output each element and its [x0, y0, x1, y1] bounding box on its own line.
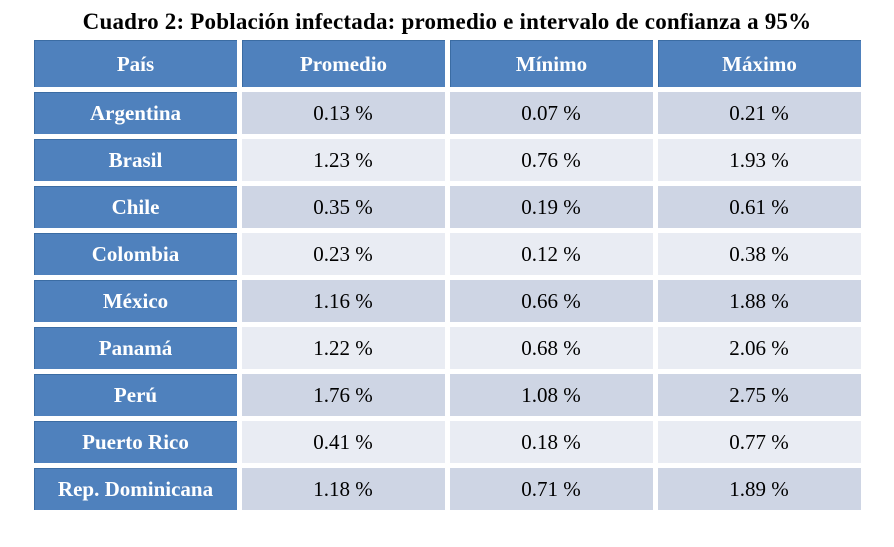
minimo-cell: 0.71 %: [449, 468, 653, 510]
table-row: Colombia 0.23 % 0.12 % 0.38 %: [33, 233, 861, 275]
table-row: México 1.16 % 0.66 % 1.88 %: [33, 280, 861, 322]
maximo-cell: 2.75 %: [657, 374, 861, 416]
table-row: Puerto Rico 0.41 % 0.18 % 0.77 %: [33, 421, 861, 463]
promedio-cell: 1.16 %: [241, 280, 445, 322]
header-row: País Promedio Mínimo Máximo: [33, 40, 861, 87]
promedio-cell: 1.23 %: [241, 139, 445, 181]
col-header-promedio: Promedio: [241, 40, 445, 87]
country-cell: México: [33, 280, 237, 322]
table-row: Perú 1.76 % 1.08 % 2.75 %: [33, 374, 861, 416]
country-cell: Brasil: [33, 139, 237, 181]
table-header: País Promedio Mínimo Máximo: [33, 40, 861, 87]
col-header-pais: País: [33, 40, 237, 87]
promedio-cell: 1.18 %: [241, 468, 445, 510]
country-cell: Puerto Rico: [33, 421, 237, 463]
maximo-cell: 1.93 %: [657, 139, 861, 181]
minimo-cell: 0.12 %: [449, 233, 653, 275]
country-cell: Colombia: [33, 233, 237, 275]
table-row: Chile 0.35 % 0.19 % 0.61 %: [33, 186, 861, 228]
country-cell: Argentina: [33, 92, 237, 134]
table-row: Panamá 1.22 % 0.68 % 2.06 %: [33, 327, 861, 369]
minimo-cell: 0.19 %: [449, 186, 653, 228]
maximo-cell: 2.06 %: [657, 327, 861, 369]
table-caption: Cuadro 2: Población infectada: promedio …: [82, 9, 812, 34]
minimo-cell: 0.18 %: [449, 421, 653, 463]
page: Cuadro 2: Población infectada: promedio …: [0, 9, 894, 515]
country-cell: Chile: [33, 186, 237, 228]
minimo-cell: 0.68 %: [449, 327, 653, 369]
table-row: Rep. Dominicana 1.18 % 0.71 % 1.89 %: [33, 468, 861, 510]
country-cell: Perú: [33, 374, 237, 416]
promedio-cell: 0.23 %: [241, 233, 445, 275]
promedio-cell: 1.22 %: [241, 327, 445, 369]
promedio-cell: 0.35 %: [241, 186, 445, 228]
maximo-cell: 0.21 %: [657, 92, 861, 134]
col-header-minimo: Mínimo: [449, 40, 653, 87]
col-header-maximo: Máximo: [657, 40, 861, 87]
table-row: Argentina 0.13 % 0.07 % 0.21 %: [33, 92, 861, 134]
minimo-cell: 0.76 %: [449, 139, 653, 181]
table-body: Argentina 0.13 % 0.07 % 0.21 % Brasil 1.23 % 0…: [33, 92, 861, 510]
maximo-cell: 1.88 %: [657, 280, 861, 322]
promedio-cell: 0.41 %: [241, 421, 445, 463]
promedio-cell: 0.13 %: [241, 92, 445, 134]
country-cell: Panamá: [33, 327, 237, 369]
promedio-cell: 1.76 %: [241, 374, 445, 416]
minimo-cell: 1.08 %: [449, 374, 653, 416]
minimo-cell: 0.66 %: [449, 280, 653, 322]
maximo-cell: 1.89 %: [657, 468, 861, 510]
infected-population-table: País Promedio Mínimo Máximo Argentina 0.1…: [29, 35, 866, 515]
minimo-cell: 0.07 %: [449, 92, 653, 134]
table-row: Brasil 1.23 % 0.76 % 1.93 %: [33, 139, 861, 181]
maximo-cell: 0.38 %: [657, 233, 861, 275]
maximo-cell: 0.77 %: [657, 421, 861, 463]
country-cell: Rep. Dominicana: [33, 468, 237, 510]
maximo-cell: 0.61 %: [657, 186, 861, 228]
